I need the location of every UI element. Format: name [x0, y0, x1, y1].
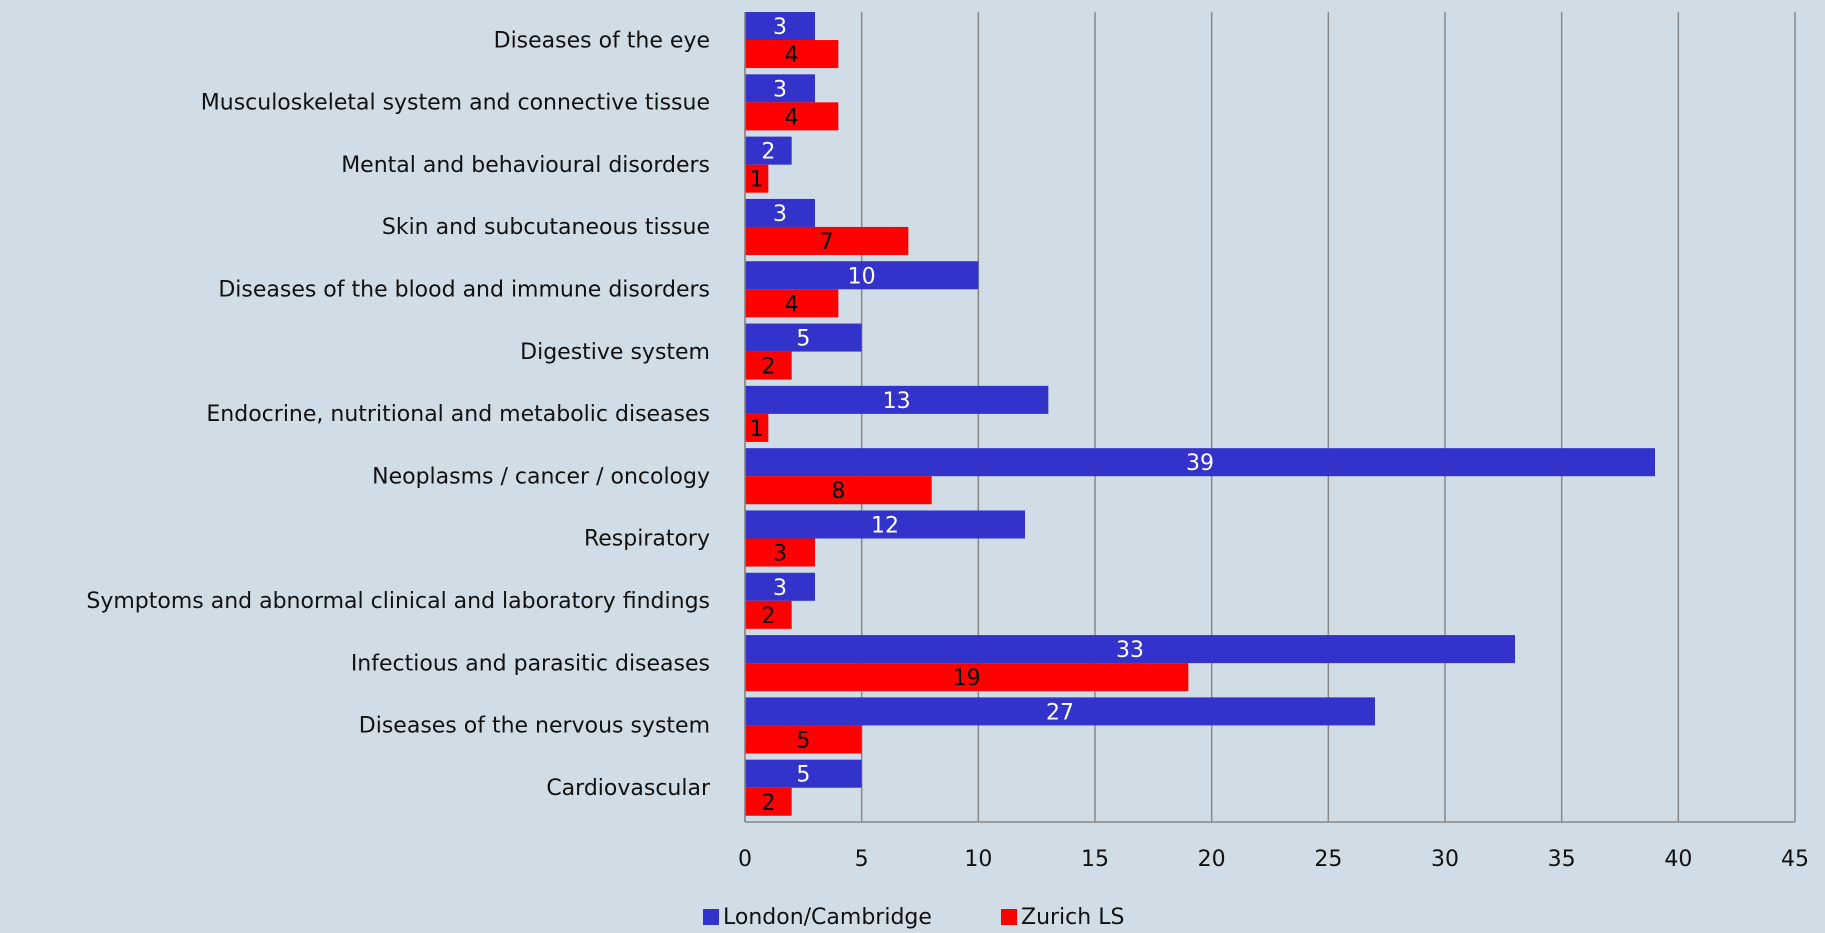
data-label: 4: [785, 292, 799, 317]
bar: [745, 323, 862, 352]
y-tick-label: Diseases of the nervous system: [359, 714, 710, 739]
bar: [745, 198, 815, 227]
bar: [745, 12, 815, 41]
bar: [745, 538, 815, 567]
bar: [745, 476, 932, 505]
y-tick-label: Cardiovascular: [546, 776, 711, 801]
data-label: 2: [761, 355, 775, 380]
y-tick-label: Skin and subcutaneous tissue: [382, 215, 710, 240]
data-label: 4: [785, 105, 799, 130]
legend-swatch: [703, 909, 719, 925]
bar: [745, 510, 1025, 539]
bar: [745, 351, 792, 380]
bar: [745, 40, 839, 69]
x-tick-label: 40: [1664, 847, 1692, 872]
data-label: 4: [785, 43, 799, 68]
legend-label: Zurich LS: [1021, 905, 1124, 930]
bar: [745, 725, 862, 754]
data-label: 8: [831, 479, 845, 504]
y-tick-label: Musculoskeletal system and connective ti…: [201, 91, 710, 116]
bar: [745, 261, 979, 290]
x-tick-label: 20: [1198, 847, 1226, 872]
bar: [745, 289, 839, 318]
x-tick-label: 15: [1081, 847, 1109, 872]
x-tick-label: 0: [738, 847, 752, 872]
bar: [745, 448, 1655, 477]
data-label: 3: [773, 576, 787, 601]
legend-swatch: [1001, 909, 1017, 925]
x-tick-label: 30: [1431, 847, 1459, 872]
y-tick-label: Neoplasms / cancer / oncology: [372, 464, 710, 489]
y-tick-label: Diseases of the eye: [494, 28, 710, 53]
data-label: 33: [1116, 638, 1144, 663]
bar: [745, 385, 1049, 414]
x-tick-label: 35: [1548, 847, 1576, 872]
data-label: 19: [953, 666, 981, 691]
data-label: 10: [848, 264, 876, 289]
y-tick-label: Digestive system: [520, 340, 710, 365]
y-tick-label: Respiratory: [584, 527, 710, 552]
data-label: 1: [750, 168, 764, 193]
x-tick-label: 25: [1314, 847, 1342, 872]
data-label: 7: [820, 230, 834, 255]
bar: [745, 102, 839, 131]
bar: [745, 164, 769, 193]
data-label: 3: [773, 202, 787, 227]
bar: [745, 635, 1515, 664]
bar: [745, 697, 1375, 726]
bar: [745, 226, 909, 255]
data-label: 5: [796, 728, 810, 753]
bar: [745, 663, 1189, 692]
data-label: 5: [796, 327, 810, 352]
bar: [745, 74, 815, 103]
data-label: 2: [761, 791, 775, 816]
data-label: 13: [883, 389, 911, 414]
bar: [745, 572, 815, 601]
data-label: 3: [773, 15, 787, 40]
y-tick-label: Diseases of the blood and immune disorde…: [218, 278, 710, 303]
bar: [745, 759, 862, 788]
data-label: 27: [1046, 700, 1074, 725]
y-tick-label: Mental and behavioural disorders: [341, 153, 710, 178]
data-label: 2: [761, 140, 775, 165]
data-label: 5: [796, 763, 810, 788]
data-label: 2: [761, 604, 775, 629]
legend-label: London/Cambridge: [723, 905, 932, 930]
data-label: 3: [773, 542, 787, 567]
data-label: 39: [1186, 451, 1214, 476]
x-tick-label: 5: [855, 847, 869, 872]
y-tick-label: Symptoms and abnormal clinical and labor…: [86, 589, 710, 614]
data-label: 3: [773, 77, 787, 102]
bar: [745, 600, 792, 629]
bar: [745, 413, 769, 442]
x-tick-label: 10: [964, 847, 992, 872]
data-label: 12: [871, 513, 899, 538]
x-tick-label: 45: [1781, 847, 1809, 872]
bar: [745, 136, 792, 165]
data-label: 1: [750, 417, 764, 442]
y-tick-label: Infectious and parasitic diseases: [351, 651, 710, 676]
bar: [745, 787, 792, 816]
y-tick-label: Endocrine, nutritional and metabolic dis…: [206, 402, 710, 427]
